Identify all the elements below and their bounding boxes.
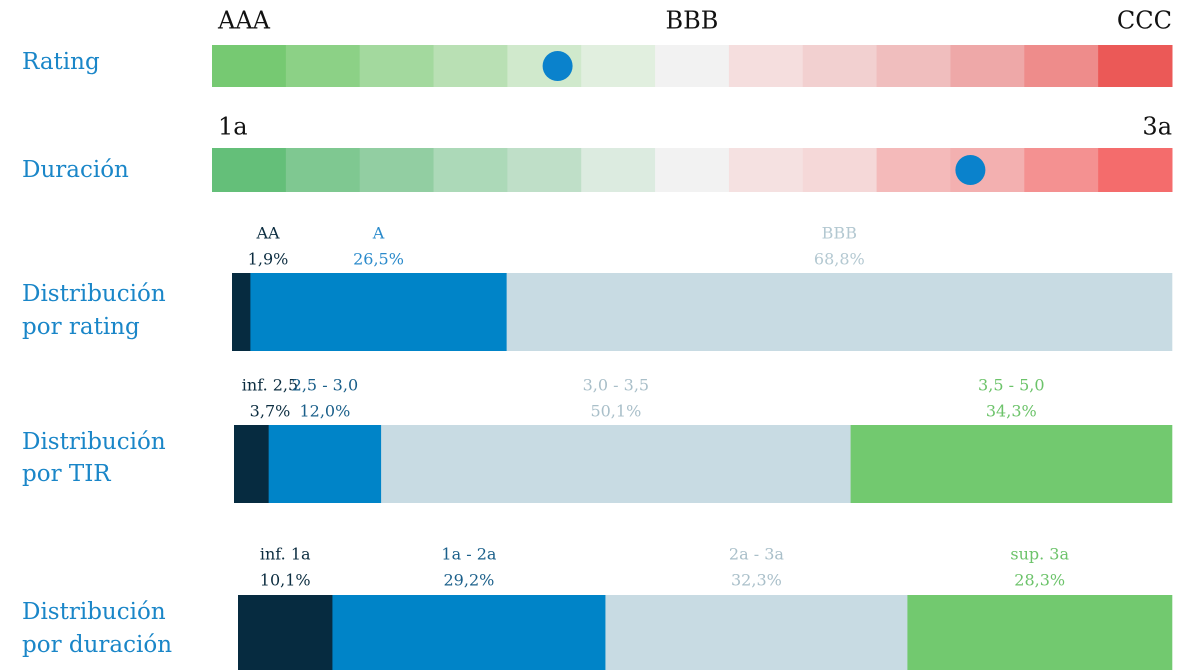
segment-name: inf. 1a (260, 545, 311, 564)
scale-cell (359, 148, 435, 192)
segment-value: 34,3% (986, 402, 1037, 421)
scale-cell (433, 148, 508, 192)
scale-cell (876, 148, 951, 192)
scale-cell (728, 45, 804, 87)
scale-cell (1024, 148, 1099, 192)
scale-cell (581, 45, 656, 87)
segment-value: 28,3% (1014, 571, 1065, 590)
segment-name: 1a - 2a (441, 545, 496, 564)
segment-value: 68,8% (814, 250, 865, 269)
distribution-segment (605, 595, 908, 670)
distribution-label: por TIR (22, 461, 111, 487)
scale-tick: 3a (1142, 113, 1172, 141)
scale-cell (950, 45, 1025, 87)
distribution-label: Distribución (22, 281, 166, 307)
scale-tick: AAA (217, 7, 271, 35)
distribution-segment (332, 595, 606, 670)
segment-name: AA (255, 224, 280, 243)
segment-name: 3,5 - 5,0 (978, 376, 1044, 395)
scale-marker (955, 155, 986, 185)
distribution-segment (250, 273, 507, 351)
distribution-label: Distribución (22, 429, 166, 455)
segment-name: 3,0 - 3,5 (583, 376, 649, 395)
scale-cell (212, 45, 287, 87)
scale-cell (1098, 148, 1173, 192)
scale-cell (876, 45, 951, 87)
segment-value: 50,1% (590, 402, 641, 421)
distribution-segment (238, 595, 333, 670)
scale-cell (802, 148, 878, 192)
distribution-segment (907, 595, 1173, 670)
segment-name: 2,5 - 3,0 (292, 376, 358, 395)
scale-marker (542, 51, 573, 81)
segment-value: 32,3% (731, 571, 782, 590)
scale-cell (433, 45, 508, 87)
segment-value: 29,2% (444, 571, 495, 590)
segment-name: A (372, 224, 385, 243)
scale-cell (359, 45, 435, 87)
scale-cell (728, 148, 804, 192)
distribution-segment (381, 425, 851, 503)
scale-cell (802, 45, 878, 87)
scale-cell (655, 45, 730, 87)
distribution-segment (268, 425, 382, 503)
distribution-segment (232, 273, 251, 351)
distribution-label: Distribución (22, 599, 166, 625)
distribution-label: por rating (22, 314, 140, 340)
segment-name: inf. 2,5 (242, 376, 298, 395)
segment-value: 1,9% (248, 250, 289, 269)
scale-label: Rating (22, 49, 100, 75)
scale-tick: 1a (218, 113, 248, 141)
scale-cell (285, 45, 361, 87)
scale-cell (655, 148, 730, 192)
scale-cell (212, 148, 287, 192)
scale-cell (1024, 45, 1099, 87)
segment-name: sup. 3a (1010, 545, 1069, 564)
distribution-segment (234, 425, 269, 503)
segment-value: 10,1% (260, 571, 311, 590)
scale-cell (1098, 45, 1173, 87)
distribution-label: por duración (22, 632, 172, 658)
segment-value: 12,0% (299, 402, 350, 421)
scale-cell (285, 148, 361, 192)
segment-value: 3,7% (250, 402, 291, 421)
segment-name: BBB (822, 224, 857, 243)
segment-value: 26,5% (353, 250, 404, 269)
segment-name: 2a - 3a (729, 545, 784, 564)
scale-cell (507, 148, 582, 192)
distribution-segment (506, 273, 1173, 351)
scale-label: Duración (22, 157, 129, 183)
distribution-segment (850, 425, 1173, 503)
scale-tick: BBB (666, 7, 719, 35)
scale-tick: CCC (1117, 7, 1172, 35)
scale-cell (581, 148, 656, 192)
